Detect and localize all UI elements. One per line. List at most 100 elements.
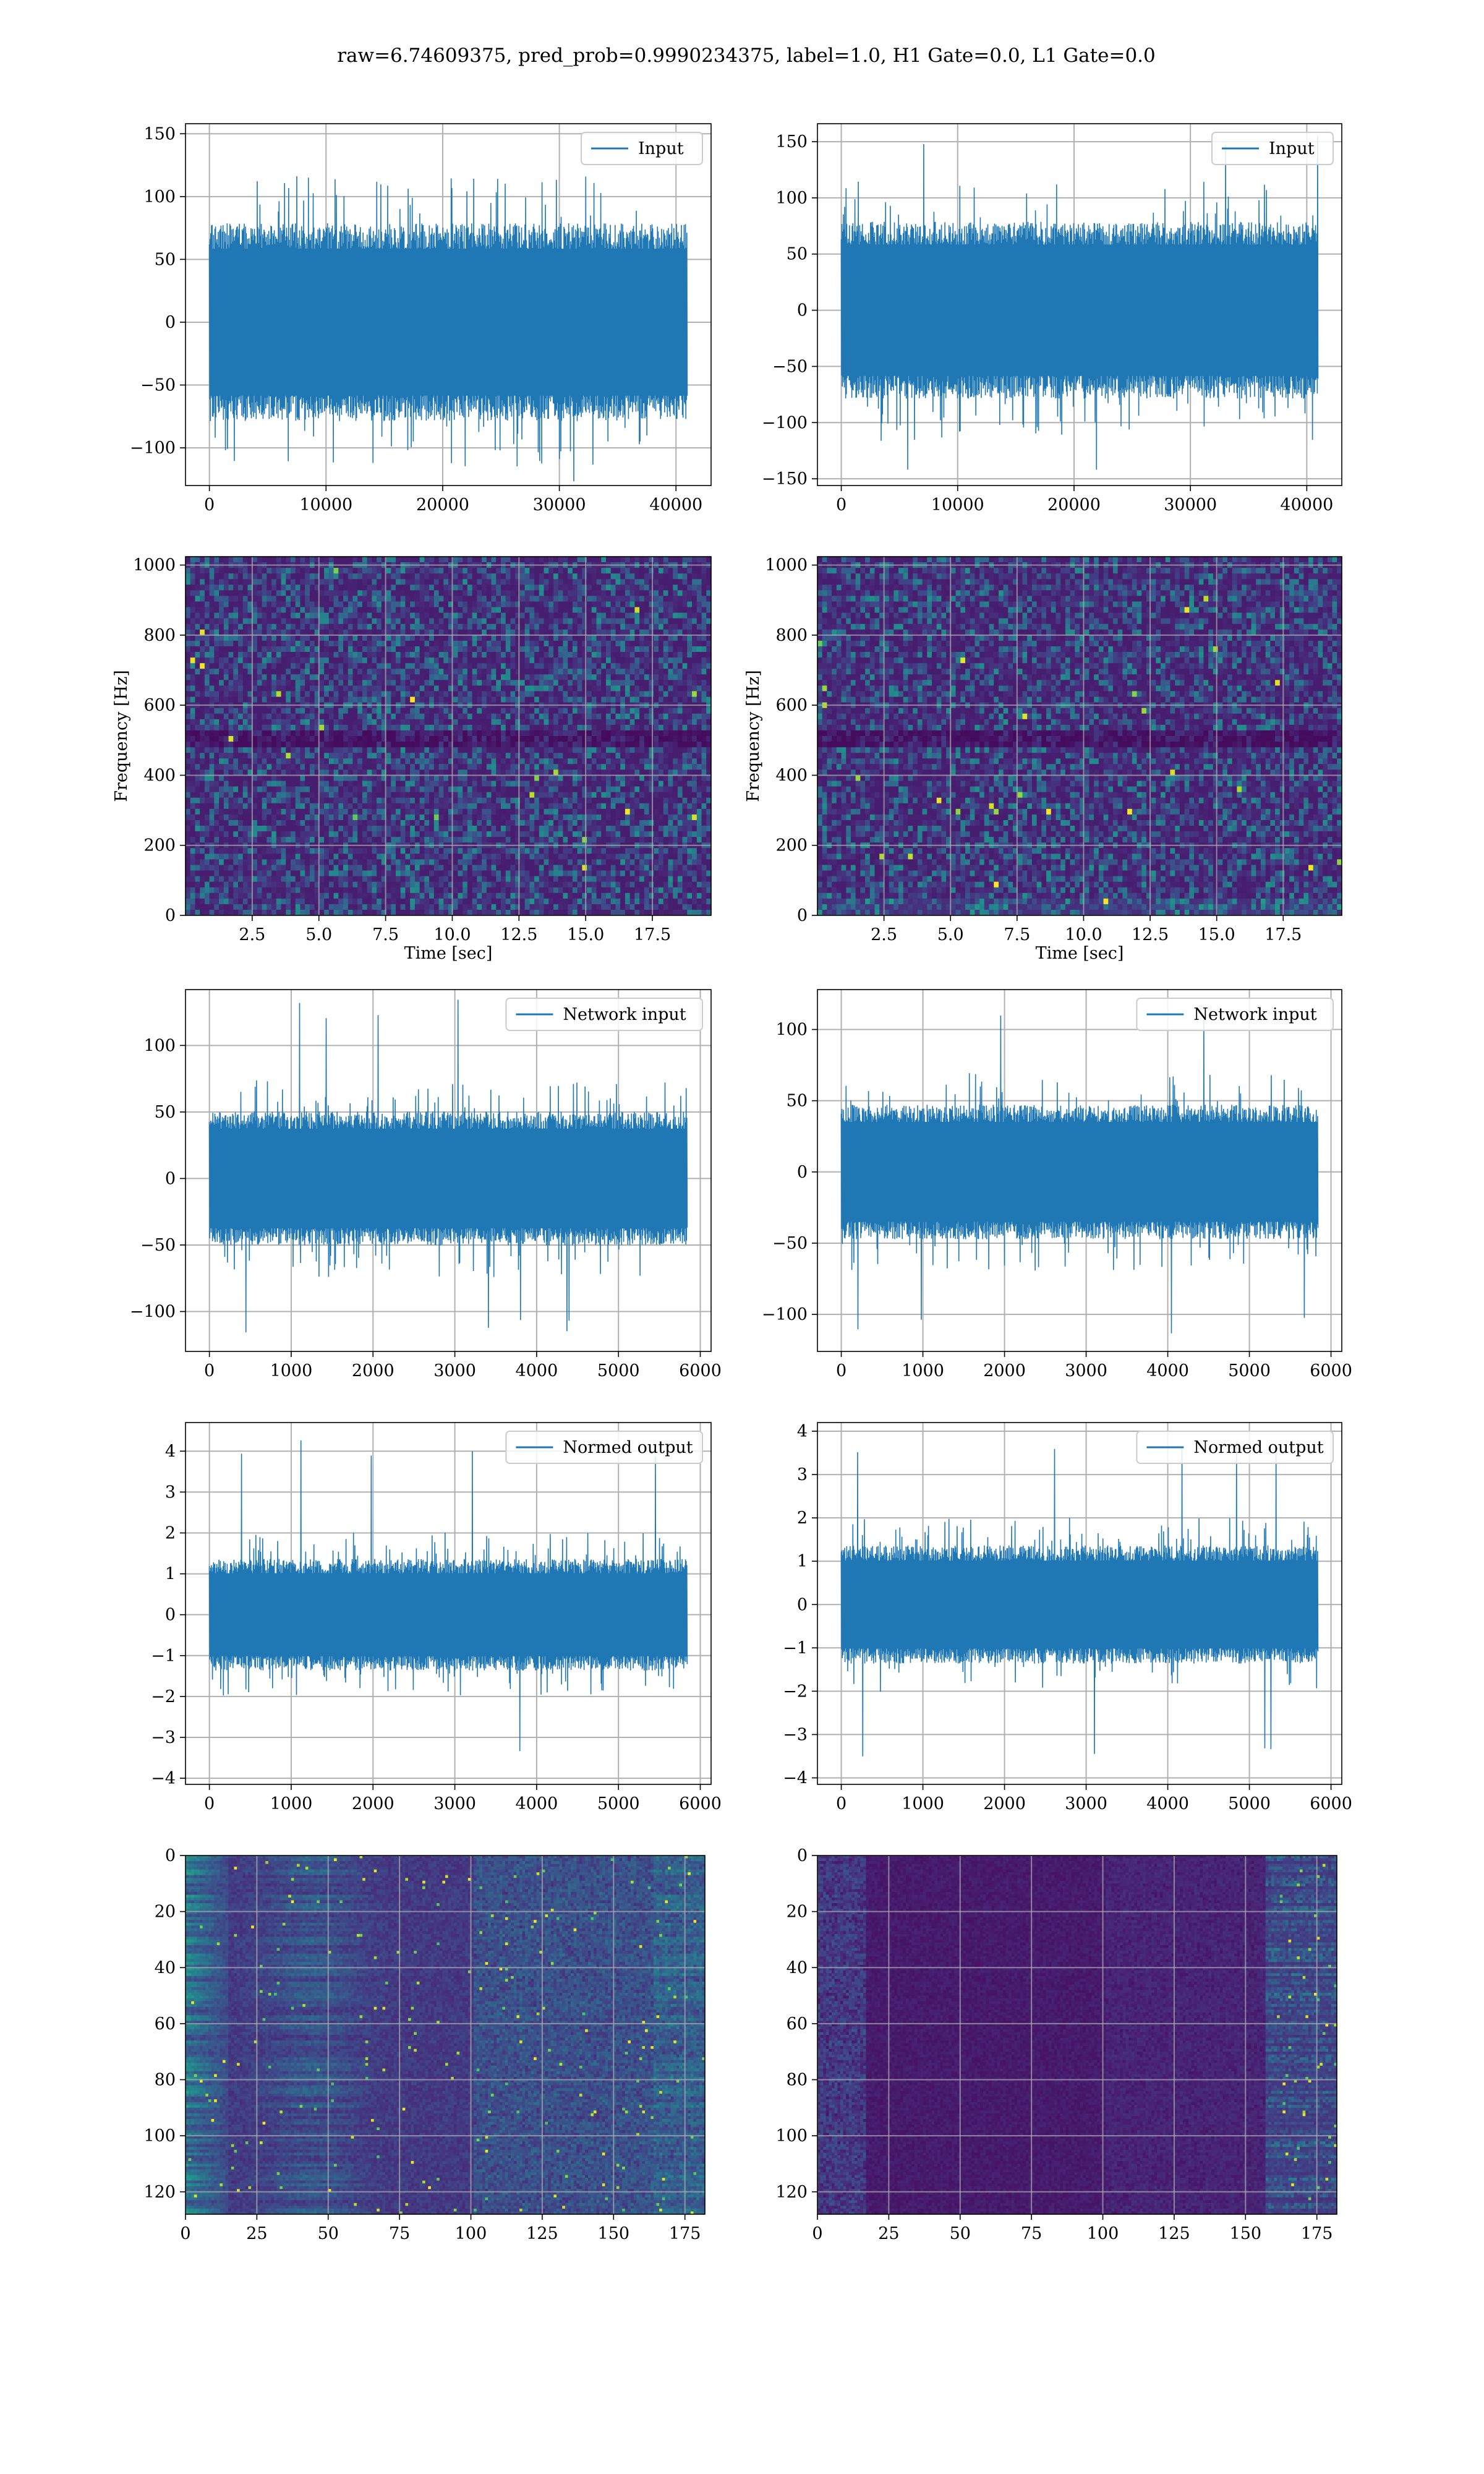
plot-area — [186, 1856, 706, 2215]
x-tick-label: 15.0 — [1198, 925, 1235, 944]
x-tick-label: 6000 — [679, 1361, 722, 1380]
x-tick-label: 12.5 — [500, 925, 537, 944]
y-tick-label: −2 — [783, 1682, 808, 1701]
series-band — [842, 1560, 1318, 1648]
x-tick-label: 0 — [204, 495, 215, 515]
x-tick-label: 1000 — [902, 1794, 944, 1813]
y-tick-label: 3 — [165, 1483, 176, 1502]
x-tick-label: 75 — [389, 2224, 410, 2243]
x-tick-label: 4000 — [516, 1794, 558, 1813]
y-tick-label: −4 — [783, 1768, 808, 1787]
y-axis-label: Frequency [Hz] — [744, 670, 763, 802]
y-tick-label: 2 — [165, 1523, 176, 1543]
x-tick-label: 100 — [1087, 2224, 1119, 2243]
y-tick-label: −3 — [151, 1728, 176, 1747]
x-tick-label: 5.0 — [305, 925, 332, 944]
x-axis-label: Time [sec] — [1036, 944, 1124, 963]
chart-network-input-l1: 0 1000 2000 3000 4000 5000 6000−100−50050100Ne… — [762, 990, 1352, 1380]
y-tick-label: 0 — [165, 1169, 176, 1188]
y-tick-label: 80 — [787, 2071, 808, 2090]
x-tick-label: 30000 — [1164, 495, 1217, 515]
x-tick-label: 5000 — [597, 1361, 640, 1380]
x-tick-label: 3000 — [433, 1794, 476, 1813]
x-tick-label: 7.5 — [1004, 925, 1030, 944]
y-tick-label: 40 — [155, 1958, 176, 1977]
x-tick-label: 2.5 — [871, 925, 897, 944]
y-tick-label: −1 — [783, 1638, 808, 1658]
y-tick-label: 50 — [787, 1092, 808, 1111]
x-tick-label: 50 — [318, 2224, 339, 2243]
plot-area — [817, 557, 1342, 916]
y-tick-label: −100 — [130, 439, 176, 458]
y-tick-label: 1 — [797, 1552, 808, 1571]
series-band — [210, 1129, 688, 1228]
x-tick-label: 150 — [1230, 2224, 1262, 2243]
x-tick-label: 20000 — [1047, 495, 1101, 515]
series-band — [210, 249, 688, 396]
y-tick-label: 4 — [165, 1442, 176, 1461]
y-tick-label: 20 — [787, 1903, 808, 1922]
y-tick-label: −100 — [762, 413, 808, 432]
x-tick-label: 17.5 — [1264, 925, 1302, 944]
x-tick-label: 175 — [1301, 2224, 1333, 2243]
y-tick-label: −4 — [151, 1769, 176, 1788]
x-tick-label: 25 — [246, 2224, 267, 2243]
plot-area — [186, 1423, 711, 1784]
y-tick-label: 0 — [797, 1595, 808, 1614]
y-tick-label: 100 — [775, 189, 808, 208]
chart-input-l1: 0 10000 20000 30000 40000−150−100−5005010015… — [762, 124, 1342, 515]
x-tick-label: 0 — [204, 1361, 215, 1380]
y-tick-label: 100 — [143, 2126, 176, 2146]
x-tick-label: 25 — [878, 2224, 899, 2243]
x-tick-label: 4000 — [1146, 1361, 1189, 1380]
x-tick-label: 4000 — [1146, 1794, 1189, 1813]
heatmap-cells — [817, 1856, 1337, 2215]
figure-title: raw=6.74609375, pred_prob=0.9990234375, … — [337, 45, 1156, 67]
y-tick-label: 60 — [787, 2014, 808, 2034]
plot-area — [817, 1423, 1342, 1784]
x-tick-label: 2000 — [983, 1794, 1026, 1813]
x-tick-label: 3000 — [433, 1361, 476, 1380]
y-tick-label: 100 — [143, 1036, 176, 1055]
chart-input-h1: 0 10000 20000 30000 40000−100−50050100150Inp… — [130, 124, 711, 515]
y-tick-label: −50 — [140, 376, 176, 395]
legend-label: Network input — [1193, 1005, 1316, 1024]
y-tick-label: 150 — [775, 132, 808, 152]
x-tick-label: 0 — [836, 495, 846, 515]
x-tick-label: 12.5 — [1132, 925, 1169, 944]
y-tick-label: −100 — [762, 1305, 808, 1324]
y-tick-label: 80 — [155, 2071, 176, 2090]
plot-area — [186, 124, 711, 486]
x-tick-label: 125 — [1158, 2224, 1190, 2243]
y-tick-label: 800 — [143, 626, 176, 645]
legend: Input — [1212, 132, 1333, 165]
y-tick-label: 0 — [797, 906, 808, 925]
x-tick-label: 3000 — [1065, 1794, 1107, 1813]
y-tick-label: 0 — [797, 301, 808, 320]
y-axis-label: Frequency [Hz] — [112, 670, 131, 802]
x-tick-label: 1000 — [270, 1361, 313, 1380]
y-tick-label: 2 — [797, 1509, 808, 1528]
legend: Network input — [1136, 998, 1333, 1030]
legend-label: Normed output — [1193, 1438, 1323, 1457]
plot-area — [186, 990, 711, 1351]
x-tick-label: 5000 — [597, 1794, 640, 1813]
x-tick-label: 1000 — [270, 1794, 313, 1813]
x-tick-label: 10000 — [299, 495, 352, 515]
y-tick-label: 1000 — [133, 556, 176, 575]
y-tick-label: 100 — [775, 2126, 808, 2146]
x-tick-label: 3000 — [1065, 1361, 1107, 1380]
x-tick-label: 30000 — [533, 495, 586, 515]
legend-label: Input — [1269, 139, 1315, 158]
x-tick-label: 0 — [836, 1794, 846, 1813]
y-tick-label: −1 — [151, 1646, 176, 1666]
y-tick-label: 3 — [797, 1465, 808, 1484]
y-tick-label: −3 — [783, 1725, 808, 1744]
x-tick-label: 100 — [455, 2224, 487, 2243]
plot-area — [186, 557, 712, 916]
x-tick-label: 2000 — [352, 1361, 394, 1380]
